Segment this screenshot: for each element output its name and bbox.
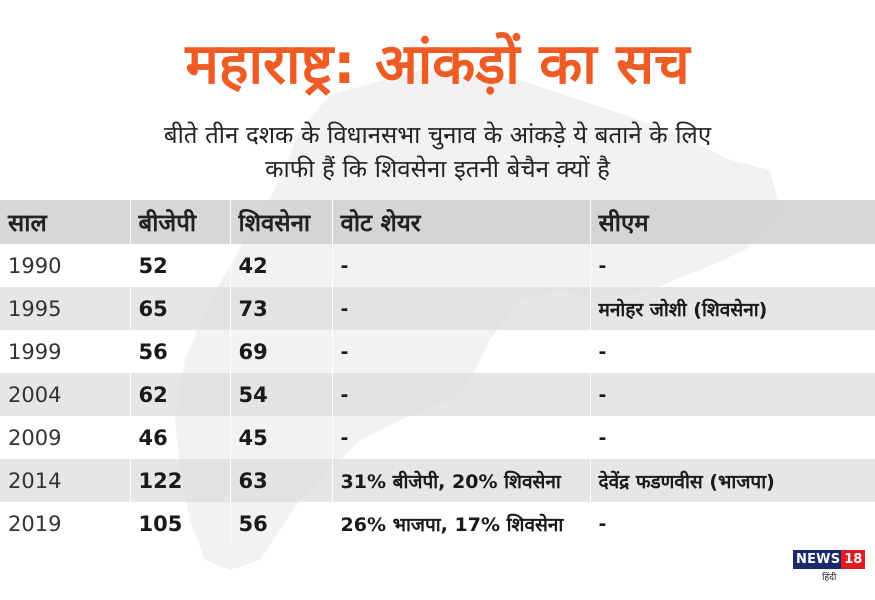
header-shivsena: शिवसेना [230,200,333,244]
cell-cm: मनोहर जोशी (शिवसेना) [590,287,875,330]
table-row: 2004 62 54 - - [0,373,875,416]
cell-cm: - [590,373,875,416]
cell-vote-share: - [332,373,591,416]
election-data-table: साल बीजेपी शिवसेना वोट शेयर सीएम 1990 52… [0,200,875,545]
cell-shivsena: 54 [230,373,333,416]
page-title: महाराष्ट्र: आंकड़ों का सच [185,32,690,97]
cell-year: 1999 [0,330,131,373]
cell-year: 1995 [0,287,131,330]
cell-shivsena: 69 [230,330,333,373]
header-bjp: बीजेपी [130,200,231,244]
table-row: 2009 46 45 - - [0,416,875,459]
header-vote-share: वोट शेयर [332,200,591,244]
cell-vote-share: 31% बीजेपी, 20% शिवसेना [332,459,591,502]
logo-language-text: हिंदी [822,573,837,583]
cell-bjp: 52 [130,244,231,287]
subtitle-line-1: बीते तीन दशक के विधानसभा चुनाव के आंकड़े… [163,121,712,149]
cell-bjp: 122 [130,459,231,502]
table-row: 1999 56 69 - - [0,330,875,373]
cell-bjp: 105 [130,502,231,545]
subtitle: बीते तीन दशक के विधानसभा चुनाव के आंकड़े… [0,118,875,186]
cell-shivsena: 63 [230,459,333,502]
table-row: 2019 105 56 26% भाजपा, 17% शिवसेना - [0,502,875,545]
table-row: 1995 65 73 - मनोहर जोशी (शिवसेना) [0,287,875,330]
cell-year: 2004 [0,373,131,416]
cell-shivsena: 73 [230,287,333,330]
cell-bjp: 65 [130,287,231,330]
cell-bjp: 46 [130,416,231,459]
cell-cm: - [590,416,875,459]
cell-vote-share: - [332,330,591,373]
cell-vote-share: - [332,244,591,287]
cell-cm: - [590,330,875,373]
logo-number-text: 18 [841,550,866,569]
news18-logo: NEWS 18 हिंदी [793,548,866,583]
subtitle-line-2: काफी हैं कि शिवसेना इतनी बेचैन क्यों है [265,155,610,183]
table-row: 1990 52 42 - - [0,244,875,287]
cell-shivsena: 56 [230,502,333,545]
cell-cm: - [590,244,875,287]
table-row: 2014 122 63 31% बीजेपी, 20% शिवसेना देवे… [0,459,875,502]
header-cm: सीएम [590,200,875,244]
cell-shivsena: 45 [230,416,333,459]
cell-shivsena: 42 [230,244,333,287]
cell-bjp: 62 [130,373,231,416]
cell-bjp: 56 [130,330,231,373]
cell-cm: - [590,502,875,545]
header-year: साल [0,200,131,244]
logo-news-text: NEWS [793,550,844,569]
cell-vote-share: 26% भाजपा, 17% शिवसेना [332,502,591,545]
table-header-row: साल बीजेपी शिवसेना वोट शेयर सीएम [0,200,875,244]
cell-year: 2009 [0,416,131,459]
cell-year: 2014 [0,459,131,502]
cell-year: 2019 [0,502,131,545]
cell-year: 1990 [0,244,131,287]
cell-vote-share: - [332,287,591,330]
cell-cm: देवेंद्र फडणवीस (भाजपा) [590,459,875,502]
cell-vote-share: - [332,416,591,459]
